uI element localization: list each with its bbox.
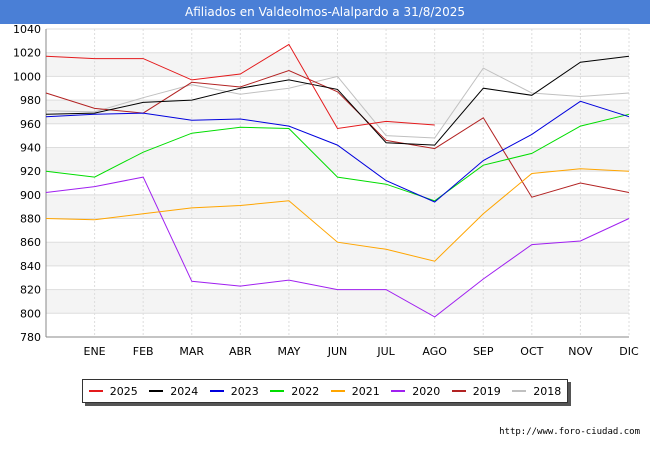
x-tick-label: MAR (179, 345, 204, 358)
y-tick-label: 860 (20, 236, 41, 249)
y-tick-label: 900 (20, 189, 41, 202)
series-line-2018 (45, 67, 630, 139)
plot-band (46, 147, 629, 172)
legend-item-2019: 2019 (451, 384, 501, 398)
legend-item-2021: 2021 (330, 384, 380, 398)
legend-item-2022: 2022 (270, 385, 319, 398)
legend-swatch (512, 390, 527, 392)
legend-swatch (391, 390, 406, 392)
legend-label: 2022 (291, 384, 320, 398)
x-tick-label: JUL (376, 345, 395, 358)
x-tick-label: DIC (619, 345, 639, 358)
legend-label: 2019 (472, 384, 501, 398)
series-line-2024 (45, 55, 630, 146)
plot-band (46, 52, 629, 77)
legend-item-2018: 2018 (512, 385, 561, 398)
legend-label: 2025 (109, 384, 138, 398)
legend-swatch (149, 390, 164, 392)
legend-swatch (88, 390, 103, 392)
y-tick-label: 1020 (13, 47, 41, 60)
x-tick-label: JUN (327, 345, 348, 358)
x-tick-label: ABR (229, 345, 252, 358)
legend-label: 2020 (412, 384, 441, 398)
x-tick-label: OCT (520, 345, 543, 358)
legend-label: 2018 (533, 384, 562, 398)
y-tick-label: 1040 (13, 23, 41, 36)
legend-label: 2021 (351, 384, 380, 398)
x-tick-label: SEP (473, 345, 494, 358)
y-tick-label: 920 (20, 165, 41, 178)
series-line-2023 (45, 100, 630, 203)
series-line-2025 (45, 43, 435, 130)
series-line-2022 (45, 113, 630, 202)
y-tick-label: 880 (20, 213, 41, 226)
y-tick-label: 800 (20, 307, 41, 320)
legend-swatch (270, 390, 285, 392)
y-tick-label: 960 (20, 118, 41, 131)
chart-title: Afiliados en Valdeolmos-Alalpardo a 31/8… (0, 0, 650, 24)
x-tick-label: MAY (277, 345, 300, 358)
legend-item-2020: 2020 (391, 385, 440, 398)
source-credit: http://www.foro-ciudad.com (499, 427, 640, 437)
legend-item-2024: 2024 (149, 385, 198, 398)
y-tick-label: 1000 (13, 70, 41, 83)
x-tick-label: FEB (133, 345, 154, 358)
series-line-2020 (45, 176, 630, 318)
legend-swatch (330, 390, 345, 392)
x-tick-label: ENE (84, 345, 106, 358)
y-tick-label: 840 (20, 260, 41, 273)
legend-swatch (451, 390, 466, 392)
y-tick-label: 980 (20, 94, 41, 107)
y-tick-label: 820 (20, 284, 41, 297)
legend-label: 2023 (230, 384, 259, 398)
x-tick-label: NOV (568, 345, 593, 358)
legend-swatch (209, 390, 224, 392)
x-tick-label: AGO (422, 345, 447, 358)
legend-label: 2024 (170, 384, 199, 398)
legend-item-2025: 2025 (88, 384, 138, 398)
y-tick-label: 780 (20, 331, 41, 344)
series-line-2021 (45, 168, 630, 262)
chart-legend: 2025 2024 2023 2022 2021 2020 2019 2018 (82, 379, 568, 403)
y-tick-label: 940 (20, 141, 41, 154)
legend-item-2023: 2023 (209, 384, 259, 398)
